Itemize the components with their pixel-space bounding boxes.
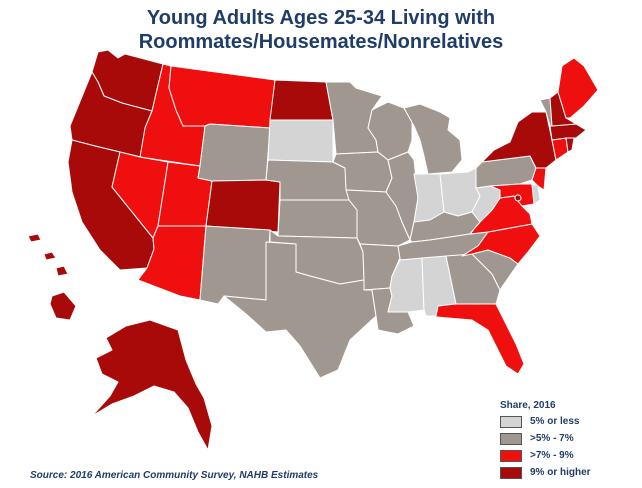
state-me	[557, 57, 599, 119]
state-hi	[27, 233, 77, 321]
state-sd	[267, 119, 334, 163]
legend-label: >7% - 9%	[530, 450, 574, 461]
state-mt	[168, 65, 276, 129]
legend-swatch	[500, 466, 522, 479]
legend-swatch	[500, 449, 522, 462]
state-wy	[197, 123, 271, 182]
legend-item: >7% - 9%	[500, 448, 630, 463]
state-de	[531, 183, 541, 205]
state-nj	[531, 167, 547, 191]
map-title-line2: Roommates/Housemates/Nonrelatives	[138, 31, 504, 53]
state-tx	[223, 241, 377, 379]
state-ny	[481, 111, 557, 169]
map-title-line1: Young Adults Ages 25-34 Living with	[146, 7, 496, 29]
state-fl	[425, 303, 525, 375]
state-md	[489, 183, 535, 207]
legend-item: >5% - 7%	[500, 431, 630, 446]
legend-item: 5% or less	[500, 414, 630, 429]
state-nd	[269, 79, 334, 121]
state-nm	[199, 225, 271, 305]
legend-label: 9% or higher	[530, 467, 591, 478]
state-dc	[514, 194, 522, 202]
legend-label: 5% or less	[530, 416, 580, 427]
state-nc	[461, 223, 541, 265]
legend-item: 9% or higher	[500, 465, 630, 480]
source-note: Source: 2016 American Community Survey, …	[30, 470, 319, 481]
legend-label: >5% - 7%	[530, 433, 574, 444]
legend-swatch	[500, 432, 522, 445]
legend-swatch	[500, 415, 522, 428]
legend-title: Share, 2016	[500, 400, 556, 411]
state-ri	[565, 137, 575, 153]
map-title: Young Adults Ages 25-34 Living with Room…	[0, 6, 642, 54]
legend: Share, 2016 5% or less >5% - 7% >7% - 9%…	[500, 400, 630, 482]
state-ma	[549, 123, 587, 141]
state-ak	[91, 319, 213, 451]
state-vt	[539, 97, 553, 127]
state-ks	[277, 199, 358, 239]
state-co	[205, 179, 281, 233]
state-mi	[403, 103, 463, 175]
